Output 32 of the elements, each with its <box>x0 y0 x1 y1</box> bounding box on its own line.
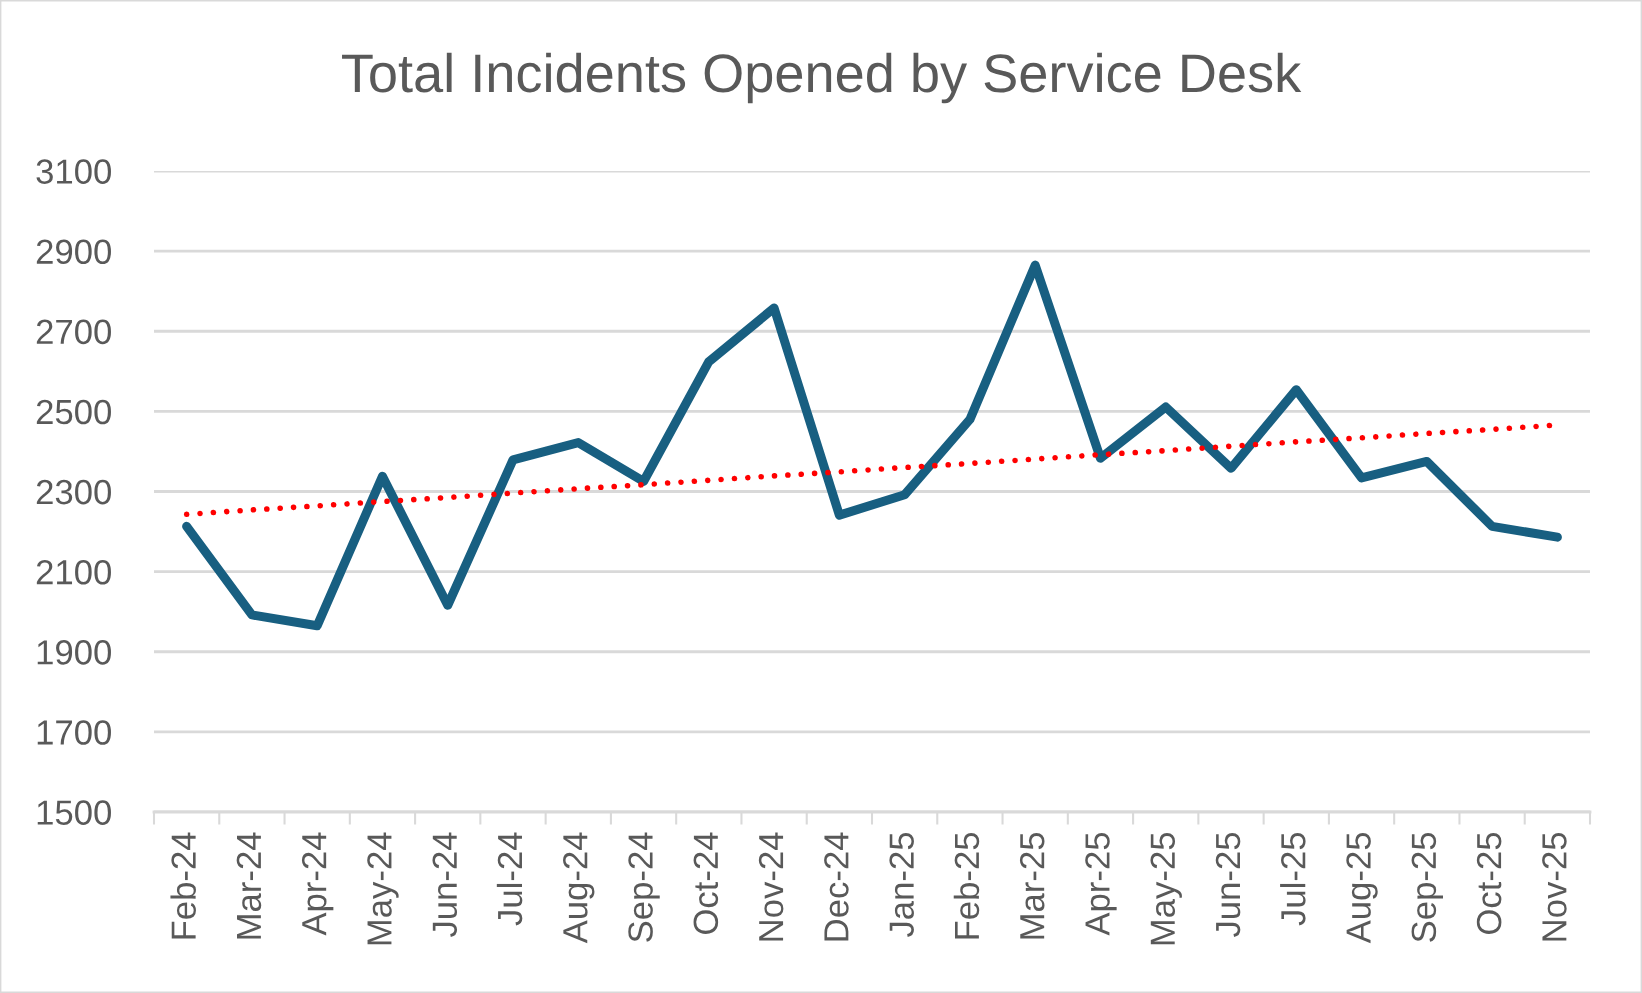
x-tick-label: Nov-24 <box>758 832 784 941</box>
y-tick-label: 2100 <box>36 559 111 585</box>
y-tick-label: 2500 <box>36 399 111 425</box>
x-tick-label: Jun-24 <box>432 832 458 938</box>
x-tick-label: Dec-24 <box>824 832 849 941</box>
y-tick-label: 1500 <box>37 800 111 825</box>
x-tick-label: Jul-25 <box>1280 832 1306 926</box>
x-tick-label: Sep-25 <box>1411 832 1443 942</box>
x-tick-label: Jun-25 <box>1215 832 1241 938</box>
y-tick-label: 2700 <box>36 319 111 345</box>
x-tick-label: Feb-24 <box>170 832 196 939</box>
x-tick-label: Mar-25 <box>1019 832 1045 939</box>
x-tick-label: Feb-25 <box>953 832 980 939</box>
x-tick-label: Sep-24 <box>628 832 660 942</box>
y-tick-label: 1700 <box>37 720 111 745</box>
x-tick-label: Oct-24 <box>693 832 719 934</box>
x-tick-label: May-24 <box>367 832 399 945</box>
x-tick-label: Apr-24 <box>301 832 334 936</box>
x-tick-label: May-25 <box>1150 832 1182 945</box>
y-tick-label: 2300 <box>36 479 111 505</box>
y-tick-label: 2900 <box>36 239 111 265</box>
chart-title: Total Incidents Opened by Service Desk <box>342 52 1302 104</box>
y-tick-label: 1900 <box>37 640 111 665</box>
x-tick-label: Apr-25 <box>1085 832 1117 936</box>
x-tick-label: Aug-24 <box>563 832 595 944</box>
x-tick-label: Jan-25 <box>889 832 914 938</box>
x-tick-label: Oct-25 <box>1476 832 1502 934</box>
x-tick-label: Aug-25 <box>1346 832 1378 944</box>
x-tick-label: Mar-24 <box>236 832 262 939</box>
x-tick-label: Nov-25 <box>1542 832 1567 941</box>
y-tick-label: 3100 <box>36 159 111 184</box>
x-tick-label: Jul-24 <box>496 832 523 926</box>
